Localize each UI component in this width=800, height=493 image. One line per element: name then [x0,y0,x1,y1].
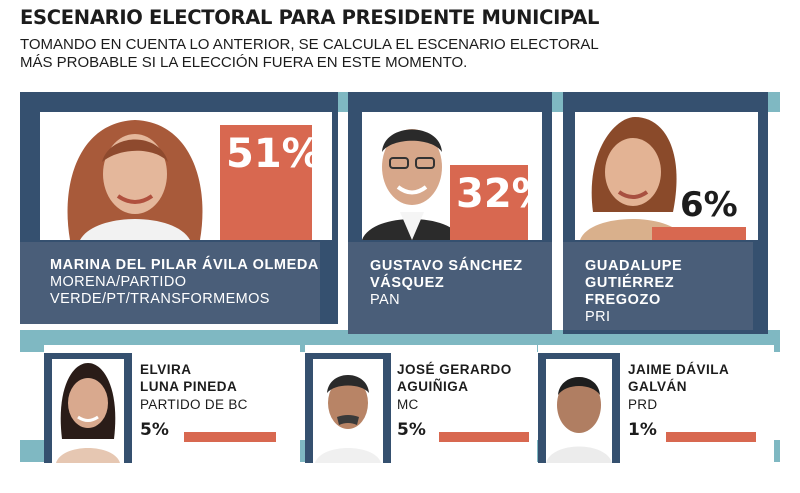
candidate-2-name-line-2: VÁSQUEZ [370,275,445,291]
candidate-5-name-line-1: JOSÉ GERARDO [397,362,512,377]
candidate-1-party-line-2: VERDE/PT/TRANSFORMEMOS [50,291,270,307]
candidate-6-photo-frame [538,353,620,463]
candidate-6-name-line-2: GALVÁN [628,379,687,394]
bar-candidate-5 [439,432,529,442]
candidate-4-portrait [52,359,124,463]
candidate-1-portrait [67,120,203,240]
candidate-3-name-line-1: GUADALUPE [585,258,683,274]
candidate-card-5: JOSÉ GERARDO AGUIÑIGA MC 5% [305,345,537,465]
candidate-6-name-line-1: JAIME DÁVILA [628,362,730,377]
candidate-2-party: PAN [370,292,400,308]
bar-candidate-2 [450,165,528,240]
value-label-candidate-5: 5% [397,420,426,440]
value-label-candidate-3: 6% [680,185,738,225]
value-label-candidate-1: 51% [226,131,322,177]
candidate-5-photo-frame [305,353,391,463]
candidate-card-3: 6% GUADALUPE GUTIÉRREZ FREGOZO PRI [563,92,768,334]
candidate-4-photo-frame [44,353,132,463]
candidate-card-2: 32% GUSTAVO SÁNCHEZ VÁSQUEZ PAN [348,92,552,334]
candidate-1-photo-area: 51% [40,112,332,240]
candidate-6-party: PRD [628,397,658,412]
candidate-card-6: JAIME DÁVILA GALVÁN PRD 1% [538,345,774,465]
candidate-3-namebox: GUADALUPE GUTIÉRREZ FREGOZO PRI [563,242,753,330]
candidate-3-name-line-2: GUTIÉRREZ FREGOZO [585,275,675,308]
bar-candidate-3 [652,227,746,240]
chart-title: ESCENARIO ELECTORAL PARA PRESIDENTE MUNI… [20,6,600,29]
candidate-4-name-line-1: ELVIRA [140,362,192,377]
bar-candidate-4 [184,432,276,442]
subtitle-line-2: MÁS PROBABLE SI LA ELECCIÓN FUERA EN EST… [20,54,468,71]
bar-candidate-6 [666,432,756,442]
bar-candidate-1 [220,125,312,240]
candidate-5-party: MC [397,397,419,412]
candidate-5-portrait [313,359,383,463]
value-label-candidate-4: 5% [140,420,169,440]
candidate-5-name-line-2: AGUIÑIGA [397,379,469,394]
candidate-3-party: PRI [585,309,611,325]
candidate-2-name-line-1: GUSTAVO SÁNCHEZ [370,258,523,274]
candidate-1-namebox: MARINA DEL PILAR ÁVILA OLMEDA MORENA/PAR… [20,242,320,324]
candidate-1-party-line-1: MORENA/PARTIDO [50,274,187,290]
value-label-candidate-6: 1% [628,420,657,440]
candidate-6-portrait [546,359,612,463]
candidate-2-portrait [362,129,462,240]
candidate-4-name-line-2: LUNA PINEDA [140,379,238,394]
candidate-2-photo-area: 32% [362,112,542,240]
subtitle-line-1: TOMANDO EN CUENTA LO ANTERIOR, SE CALCUL… [20,36,599,53]
candidate-card-4: ELVIRA LUNA PINEDA PARTIDO DE BC 5% [44,345,300,465]
candidate-2-namebox: GUSTAVO SÁNCHEZ VÁSQUEZ PAN [348,242,552,334]
candidate-1-name: MARINA DEL PILAR ÁVILA OLMEDA [50,257,319,273]
chart-subtitle: TOMANDO EN CUENTA LO ANTERIOR, SE CALCUL… [20,36,780,72]
value-label-candidate-2: 32% [456,171,542,217]
candidate-card-1: 51% MARINA DEL PILAR ÁVILA OLMEDA MORENA… [20,92,338,324]
candidate-3-portrait [580,117,685,240]
candidate-3-photo-area: 6% [575,112,758,240]
candidate-4-party: PARTIDO DE BC [140,397,248,412]
